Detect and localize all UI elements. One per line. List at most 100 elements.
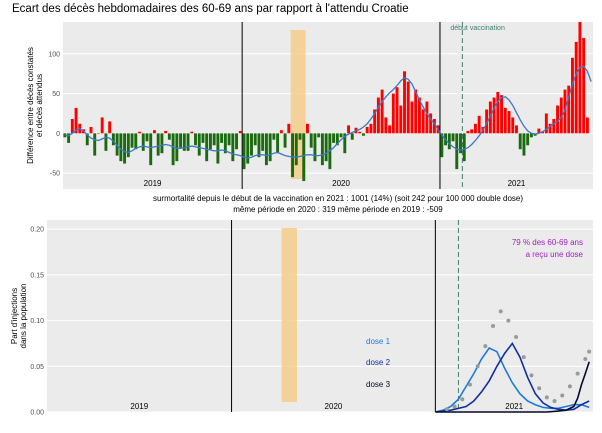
excess-bar [167,133,171,140]
excess-bar [171,133,175,166]
excess-bar [425,101,429,134]
excess-bar [451,133,455,142]
top-y-tick-label: 0 [56,131,60,138]
excess-bar [529,133,533,138]
top-panel: -50 0 50 100 2019 2020 2021 Différence entre dé… [26,22,593,189]
excess-bar [567,85,571,134]
excess-bar [317,133,321,138]
bottom-vaccination-band [281,228,297,402]
excess-bar [302,133,306,182]
excess-bar [399,105,403,134]
excess-bar [298,133,302,140]
bottom-panel-bg [47,220,593,412]
excess-bar [141,133,145,151]
excess-bar [384,117,388,134]
excess-bar [552,119,556,134]
top-year-label: 2020 [332,179,350,188]
excess-bar [126,133,130,158]
excess-bar [511,117,515,134]
excess-bar [123,133,127,164]
excess-bar [518,133,522,150]
excess-bar [227,133,231,146]
excess-bar [347,125,350,134]
bottom-year-label: 2019 [130,402,148,411]
bottom-y-tick-label: 0.10 [30,318,44,325]
injection-dot [521,355,526,360]
top-year-label: 2019 [144,179,162,188]
excess-bar [235,133,239,150]
excess-bar [391,93,395,134]
excess-bar [111,133,115,146]
excess-bar [429,113,433,134]
excess-bar [272,133,276,140]
excess-bar [179,133,183,148]
dose-1-line [435,346,590,413]
excess-bar [395,87,399,134]
excess-bar [485,109,489,134]
excess-bar [186,133,190,151]
injection-dot [583,356,588,361]
note-line-1: surmortalité depuis le début de la vacci… [153,194,523,203]
excess-bar [414,89,418,134]
top-vaccination-band [290,30,306,179]
excess-bar [175,133,179,162]
excess-bar [488,101,492,134]
excess-bar [541,131,545,134]
excess-bar [462,133,466,162]
excess-bar [544,113,548,134]
excess-bar [100,117,104,134]
bottom-y-axis-label: Part d'injectionsdans la population [10,284,28,349]
excess-bar [522,133,526,156]
dose-3-label: dose 3 [366,380,391,389]
excess-bar [223,133,227,154]
excess-bar [362,133,365,136]
dose-3-line [435,361,590,413]
injection-dot [460,397,465,402]
excess-bar [335,133,339,146]
dose-1-label: dose 1 [366,337,391,346]
injection-dot [567,384,572,389]
excess-bar [93,133,97,156]
injection-dot [452,404,457,409]
injection-dot [514,335,519,340]
excess-bar [339,133,343,138]
bottom-y-tick-label: 0.15 [30,272,44,279]
excess-bar [574,41,578,134]
excess-bar [548,123,552,134]
excess-bar [287,123,291,134]
bottom-year-label: 2021 [505,402,523,411]
excess-bar [268,133,272,162]
excess-bar [306,123,309,134]
excess-bar [70,119,74,134]
smoothed-line [64,65,592,159]
excess-bar [253,133,257,146]
excess-bar [108,121,112,134]
excess-bar [208,133,212,150]
excess-bar [406,81,410,134]
excess-bar [276,133,280,154]
excess-bar [421,109,425,134]
bottom-y-tick-label: 0.20 [30,227,44,234]
excess-bar [138,131,141,134]
excess-bar [242,133,246,170]
bottom-panel: 0.00 0.05 0.10 0.15 0.20 2019 2020 2021 Part d'i… [10,220,593,417]
excess-bar [403,71,406,134]
injection-dot [560,393,565,398]
bottom-y-tick-label: 0.00 [30,410,44,417]
excess-bar [212,133,216,146]
excess-bar [440,133,444,158]
excess-bar [313,133,317,162]
excess-bar [190,131,194,134]
top-year-label: 2021 [508,179,526,188]
excess-bar [537,128,541,134]
excess-bar [380,89,384,134]
excess-bar [279,130,283,134]
excess-bar [496,91,500,134]
excess-bar [582,37,586,134]
excess-bar [563,89,567,134]
injection-dot [475,364,480,369]
top-y-tick-label: 100 [48,51,60,58]
note-line-2: même période en 2020 : 319 même période … [233,205,443,214]
excess-bar [152,130,156,134]
excess-bar [283,133,287,148]
